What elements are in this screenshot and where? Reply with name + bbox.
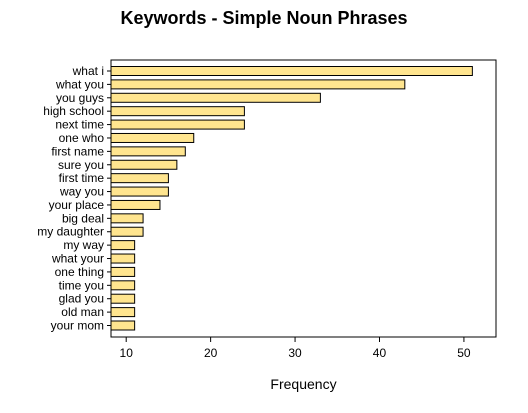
category-label: my way: [63, 238, 104, 252]
category-label: next time: [55, 118, 104, 132]
bar: [110, 320, 136, 331]
bar: [110, 293, 136, 304]
bar: [110, 106, 245, 117]
category-label: first time: [59, 171, 105, 185]
bars-group: [110, 66, 473, 331]
category-label: one thing: [55, 265, 104, 279]
bar: [110, 186, 169, 197]
bar: [110, 280, 136, 291]
category-label: what i: [72, 64, 104, 78]
bar: [110, 307, 136, 318]
bar: [110, 159, 178, 170]
chart-title: Keywords - Simple Noun Phrases: [120, 8, 407, 28]
category-label: one who: [59, 131, 105, 145]
bar: [110, 132, 195, 143]
category-label: your mom: [51, 319, 104, 333]
x-tick-label: 40: [373, 346, 387, 360]
bar: [110, 173, 169, 184]
x-axis-label: Frequency: [270, 376, 336, 392]
category-label: time you: [59, 278, 104, 292]
bar: [110, 240, 136, 251]
category-label: glad you: [59, 292, 104, 306]
x-tick-label: 10: [120, 346, 134, 360]
bar: [110, 253, 136, 264]
bar: [110, 213, 144, 224]
x-tick-label: 30: [288, 346, 302, 360]
x-axis: 10 20 30 40 50: [120, 337, 471, 360]
bar: [110, 226, 144, 237]
category-label: what your: [51, 252, 104, 266]
category-label: high school: [43, 104, 104, 118]
category-label: you guys: [56, 91, 104, 105]
category-label: what you: [55, 77, 104, 91]
plot-frame: [110, 59, 497, 338]
x-tick-label: 50: [457, 346, 471, 360]
category-label: my daughter: [37, 225, 104, 239]
category-label: your place: [49, 198, 105, 212]
bar: [110, 199, 161, 210]
bar: [110, 79, 406, 90]
bar: [110, 146, 186, 157]
bar: [110, 66, 473, 76]
category-label: way you: [59, 185, 104, 199]
bar: [110, 266, 136, 277]
x-tick-label: 20: [204, 346, 218, 360]
bar: [110, 92, 321, 103]
bar: [110, 119, 245, 130]
category-label: first name: [51, 144, 104, 158]
category-label: big deal: [62, 211, 104, 225]
category-label: old man: [61, 305, 104, 319]
category-label: sure you: [58, 158, 104, 172]
